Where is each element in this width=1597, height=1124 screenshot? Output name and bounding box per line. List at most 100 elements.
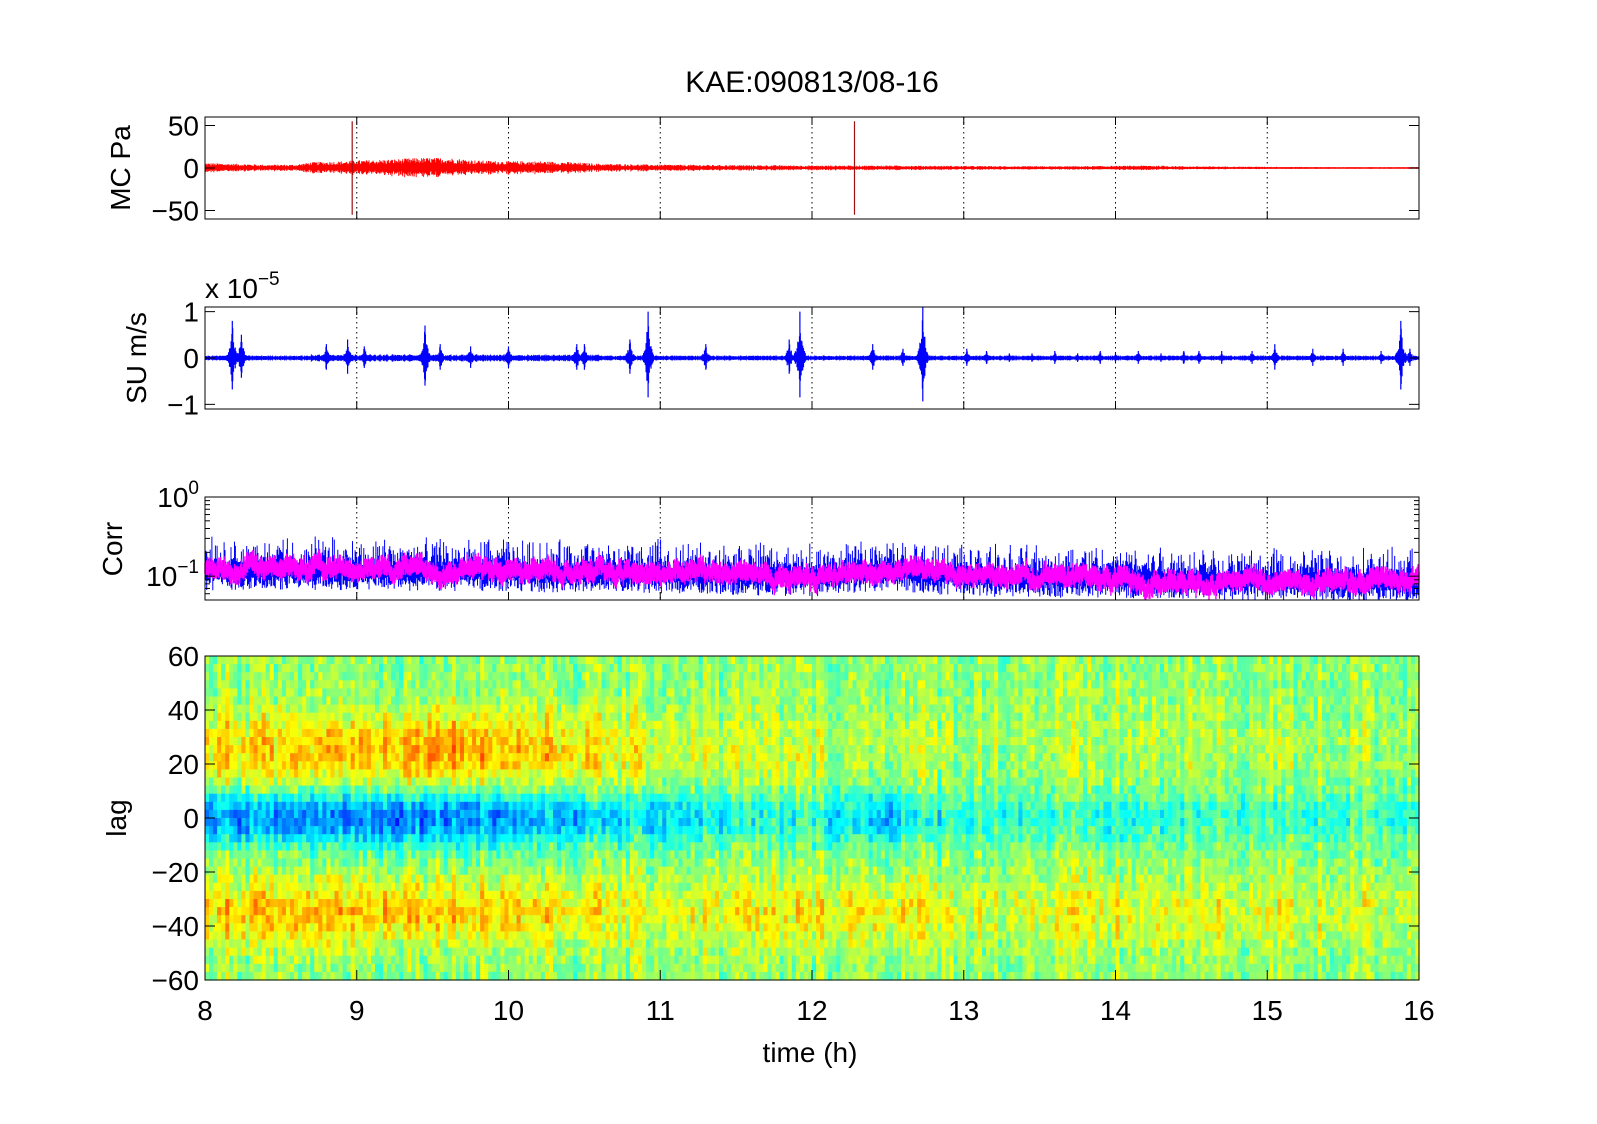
heatmap-cell: [229, 809, 234, 819]
heatmap-cell: [241, 696, 247, 706]
heatmap-cell: [285, 753, 291, 762]
heatmap-cell: [443, 866, 449, 876]
heatmap-cell: [496, 696, 502, 706]
heatmap-cell: [362, 907, 368, 916]
heatmap-cell: [387, 882, 392, 892]
heatmap-cell: [233, 874, 238, 884]
heatmap-cell: [399, 931, 404, 941]
heatmap-cell: [358, 955, 364, 965]
heatmap-cell: [621, 712, 627, 722]
heatmap-cell: [379, 923, 384, 932]
heatmap-cell: [557, 737, 562, 746]
heatmap-cell: [229, 915, 234, 924]
heatmap-cell: [253, 761, 259, 770]
heatmap-cell: [524, 745, 530, 754]
heatmap-cell: [589, 737, 595, 746]
heatmap-cell: [609, 963, 615, 973]
heatmap-cell: [508, 818, 514, 827]
heatmap-cell: [476, 858, 481, 868]
heatmap-cell: [455, 947, 461, 957]
heatmap-cell: [229, 720, 234, 730]
heatmap-cell: [540, 899, 546, 908]
heatmap-cell: [557, 809, 562, 819]
heatmap-cell: [403, 826, 408, 835]
heatmap-cell: [289, 963, 295, 973]
heatmap-cell: [346, 704, 352, 714]
heatmap-cell: [346, 664, 352, 673]
heatmap-cell: [544, 728, 550, 738]
heatmap-cell: [585, 963, 591, 973]
heatmap-cell: [314, 793, 319, 803]
heatmap-cell: [366, 745, 372, 754]
heatmap-cell: [654, 826, 659, 835]
heatmap-cell: [524, 753, 530, 762]
heatmap-cell: [205, 728, 210, 738]
heatmap-cell: [249, 728, 255, 738]
heatmap-cell: [492, 834, 497, 843]
heatmap-cell: [557, 672, 562, 681]
heatmap-cell: [585, 882, 591, 892]
heatmap-cell: [544, 793, 550, 803]
heatmap-cell: [536, 890, 542, 900]
heatmap-cell: [613, 761, 619, 770]
heatmap-cell: [370, 923, 376, 932]
heatmap-cell: [609, 672, 615, 681]
heatmap-cell: [548, 785, 554, 795]
heatmap-cell: [536, 858, 542, 868]
heatmap-cell: [674, 834, 680, 843]
heatmap-cell: [597, 963, 603, 973]
heatmap-cell: [601, 664, 607, 673]
heatmap-cell: [257, 947, 263, 957]
heatmap-cell: [488, 720, 493, 730]
heatmap-cell: [241, 672, 247, 681]
heatmap-cell: [484, 769, 489, 779]
heatmap-cell: [383, 785, 388, 795]
heatmap-cell: [298, 939, 303, 949]
heatmap-cell: [504, 955, 510, 965]
heatmap-cell: [463, 728, 469, 738]
heatmap-cell: [682, 704, 688, 714]
heatmap-cell: [326, 826, 332, 835]
heatmap-cell: [569, 785, 574, 795]
heatmap-cell: [439, 890, 445, 900]
heatmap-cell: [500, 882, 506, 892]
heatmap-cell: [472, 858, 477, 868]
heatmap-cell: [463, 826, 469, 835]
heatmap-cell: [468, 899, 473, 908]
heatmap-cell: [484, 728, 489, 738]
heatmap-cell: [338, 769, 344, 779]
heatmap-cell: [532, 866, 538, 876]
heatmap-cell: [561, 834, 566, 843]
heatmap-cell: [553, 842, 558, 851]
heatmap-cell: [621, 737, 627, 746]
heatmap-cell: [205, 850, 210, 860]
heatmap-cell: [370, 696, 376, 706]
heatmap-cell: [443, 923, 449, 932]
heatmap-cell: [629, 834, 635, 843]
heatmap-cell: [633, 793, 639, 803]
heatmap-cell: [573, 939, 578, 949]
heatmap-cell: [593, 680, 599, 689]
heatmap-cell: [658, 672, 663, 681]
heatmap-cell: [354, 963, 360, 973]
heatmap-cell: [366, 688, 372, 698]
heatmap-cell: [358, 809, 364, 819]
heatmap-cell: [629, 858, 635, 868]
heatmap-cell: [553, 947, 558, 957]
heatmap-cell: [451, 963, 457, 973]
heatmap-cell: [569, 688, 574, 698]
heatmap-cell: [468, 704, 473, 714]
heatmap-cell: [338, 907, 344, 916]
heatmap-cell: [585, 777, 591, 787]
heatmap-cell: [435, 955, 441, 965]
heatmap-cell: [383, 761, 388, 770]
heatmap-cell: [374, 963, 380, 973]
heatmap-cell: [322, 955, 327, 965]
heatmap-cell: [492, 899, 497, 908]
heatmap-cell: [427, 720, 433, 730]
heatmap-cell: [289, 842, 295, 851]
heatmap-cell: [399, 890, 404, 900]
heatmap-cell: [209, 947, 214, 957]
heatmap-cell: [358, 728, 364, 738]
heatmap-cell: [524, 801, 530, 811]
